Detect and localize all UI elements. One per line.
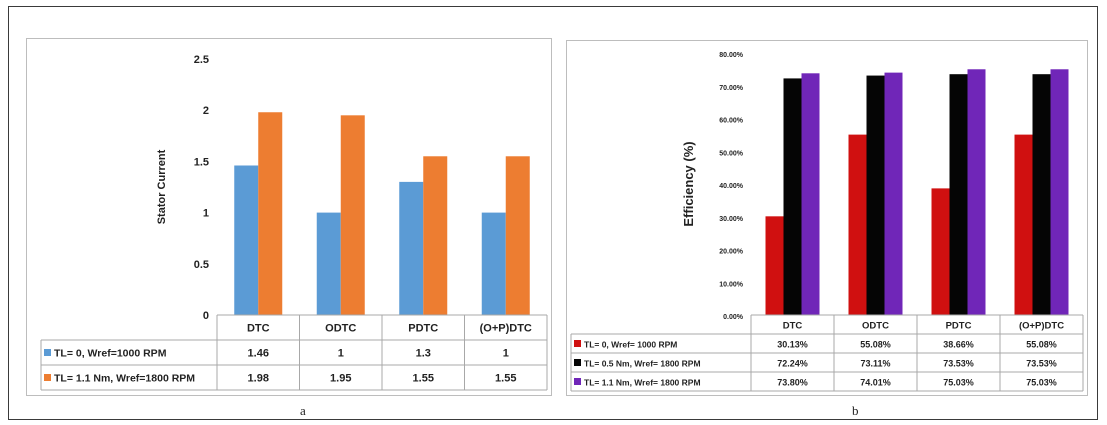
bar-3-dtc — [801, 73, 820, 316]
category-label: PDTC — [946, 321, 972, 332]
legend-key — [44, 374, 51, 381]
y-tick-label: 2 — [203, 105, 209, 117]
category-label: DTC — [783, 321, 803, 332]
bar-1-odtc — [848, 134, 867, 315]
y-tick-label: 80.00% — [719, 52, 744, 59]
data-label: 1 — [503, 348, 509, 360]
bar-2-dtc — [258, 112, 283, 315]
chart-panel-a: 0 0.5 1 1.5 2 2.5 Stator Current DTC ODTC PDTC (O+… — [26, 38, 552, 396]
bar-1-dtc — [765, 216, 784, 315]
data-label: 1.3 — [416, 348, 431, 360]
chart-panel-b: 0.00% 10.00% 20.00% 30.00% 40.00% 50.00% 60.00… — [566, 40, 1088, 396]
data-label: 1.55 — [495, 373, 516, 385]
legend-label: TL= 1.1 Nm, Wref= 1800 RPM — [584, 378, 701, 388]
y-tick-label: 2.5 — [194, 54, 209, 66]
category-label: (O+P)DTC — [1019, 321, 1064, 332]
data-label: 1.46 — [248, 348, 269, 360]
y-tick-label: 0 — [203, 310, 209, 322]
bar-1-pdtc — [399, 181, 424, 315]
data-label: 1.55 — [413, 373, 434, 385]
legend-label: TL= 1.1 Nm, Wref=1800 RPM — [54, 373, 195, 385]
data-label: 1 — [338, 348, 344, 360]
y-tick-label: 40.00% — [719, 183, 744, 190]
panel-a-caption: a — [300, 403, 306, 418]
data-label: 30.13% — [777, 340, 808, 350]
data-label: 75.03% — [943, 378, 974, 388]
legend-label: TL= 0, Wref=1000 RPM — [54, 348, 167, 360]
data-label: 55.08% — [1026, 340, 1057, 350]
y-tick-label: 70.00% — [719, 85, 744, 92]
legend-key — [574, 359, 581, 366]
y-tick-label: 0.00% — [723, 314, 744, 321]
bar-2--o-p-dtc — [1032, 74, 1051, 315]
y-tick-label: 0.5 — [194, 259, 209, 271]
category-label: PDTC — [408, 323, 438, 335]
bar-2-odtc — [866, 75, 885, 315]
bar-1--o-p-dtc — [1014, 134, 1033, 315]
bar-2-odtc — [340, 115, 365, 315]
y-axis-label: Efficiency (%) — [681, 141, 696, 226]
y-tick-label: 10.00% — [719, 281, 744, 288]
category-label: DTC — [247, 323, 270, 335]
panel-b-caption: b — [852, 403, 859, 418]
bar-1--o-p-dtc — [481, 212, 506, 315]
bar-3--o-p-dtc — [1050, 69, 1069, 315]
figure-frame — [8, 6, 1098, 420]
data-label: 38.66% — [943, 340, 974, 350]
data-label: 73.11% — [860, 359, 890, 369]
data-label: 1.95 — [330, 373, 351, 385]
legend-key — [44, 349, 51, 356]
y-axis-label: Stator Current — [156, 149, 168, 224]
category-label: ODTC — [862, 321, 889, 332]
bar-2-pdtc — [423, 156, 448, 315]
bar-2-dtc — [783, 78, 802, 315]
y-tick-label: 20.00% — [719, 249, 744, 256]
data-label: 73.80% — [777, 378, 808, 388]
legend-key — [574, 340, 581, 347]
bar-1-pdtc — [931, 188, 950, 315]
bar-2--o-p-dtc — [505, 156, 530, 315]
category-label: (O+P)DTC — [480, 323, 532, 335]
data-label: 74.01% — [860, 378, 891, 388]
data-label: 72.24% — [777, 359, 808, 369]
bar-1-odtc — [316, 212, 341, 315]
data-label: 73.53% — [1026, 359, 1057, 369]
bar-3-pdtc — [967, 69, 986, 315]
bar-3-odtc — [884, 72, 903, 315]
data-label: 75.03% — [1026, 378, 1057, 388]
y-tick-label: 30.00% — [719, 216, 744, 223]
y-tick-label: 60.00% — [719, 118, 744, 125]
y-tick-label: 1 — [203, 208, 209, 220]
data-label: 55.08% — [860, 340, 891, 350]
category-label: ODTC — [325, 323, 356, 335]
legend-label: TL= 0, Wref= 1000 RPM — [584, 340, 677, 350]
data-label: 1.98 — [248, 373, 269, 385]
bar-2-pdtc — [949, 74, 968, 315]
data-label: 73.53% — [943, 359, 974, 369]
stator-current-chart: 0 0.5 1 1.5 2 2.5 Stator Current DTC ODTC PDTC (O+… — [40, 54, 548, 391]
legend-key — [574, 378, 581, 385]
legend-label: TL= 0.5 Nm, Wref= 1800 RPM — [584, 359, 701, 369]
efficiency-chart: 0.00% 10.00% 20.00% 30.00% 40.00% 50.00% 60.00… — [570, 52, 1084, 392]
y-tick-label: 1.5 — [194, 156, 209, 168]
bar-1-dtc — [234, 165, 259, 315]
y-tick-label: 50.00% — [719, 150, 744, 157]
